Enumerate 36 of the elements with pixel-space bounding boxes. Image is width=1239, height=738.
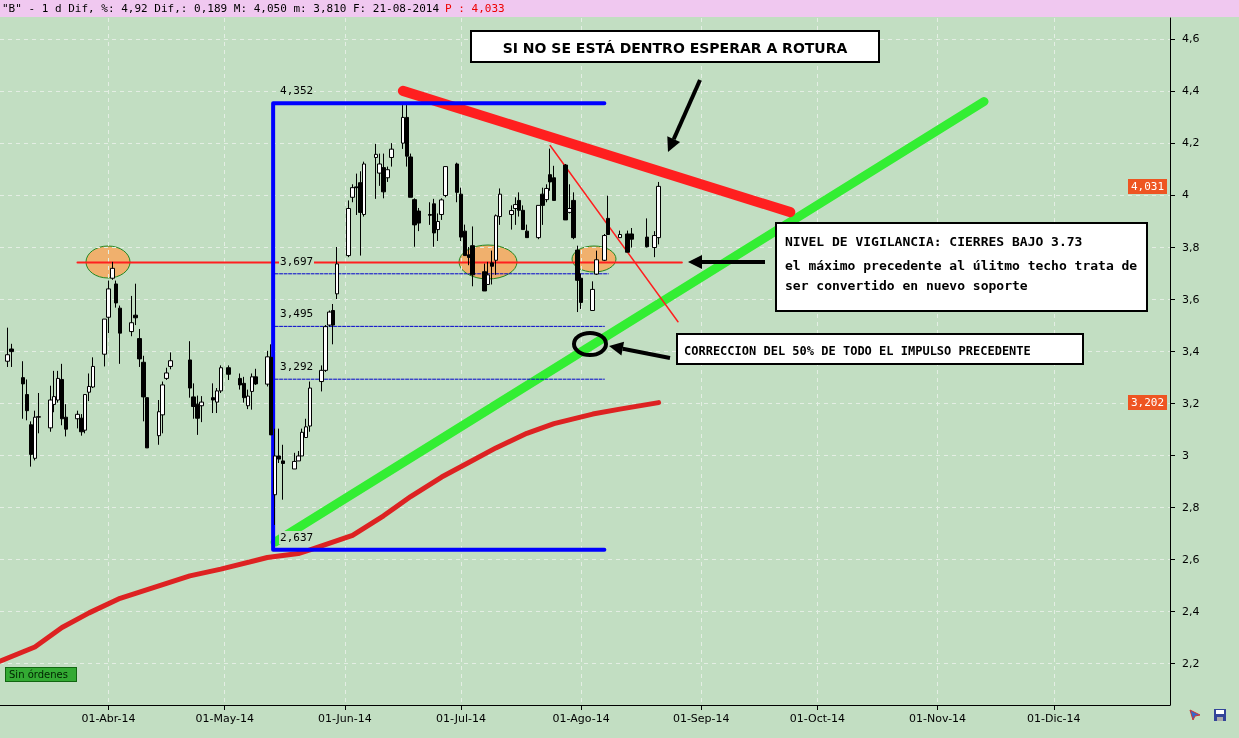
annotation: 3,202 [1128,395,1168,410]
text-box: CORRECCION DEL 50% DE TODO EL IMPULSO PRECEDENTE [676,333,1084,365]
y-tick-label: 3 [1182,448,1189,462]
annotation: 3,495 [279,307,315,321]
x-tick-label: 01-Abr-14 [81,712,136,725]
x-tick-label: 01-Ago-14 [552,712,610,725]
text-box: Sin órdenes [5,667,77,682]
y-tick-label: 3,2 [1182,396,1200,410]
chart-title: "B" - 1 d Dif, %: 4,92 Dif,: 0,189 M: 4,050 m: 3,810 F: 21-08-2014 [2,2,440,15]
y-tick-label: 3,8 [1182,240,1200,254]
x-tick-label: 01-May-14 [195,712,254,725]
annotation: 3,292 [279,360,315,374]
text-box: SI NO SE ESTÁ DENTRO ESPERAR A ROTURA [470,30,880,63]
annotation: 2,637 [279,530,315,544]
y-tick-label: 2,2 [1182,656,1200,670]
y-tick-label: 2,6 [1182,552,1200,566]
y-tick-label: 3,6 [1182,292,1200,306]
x-tick-label: 01-Sep-14 [672,712,730,725]
y-tick-label: 3,4 [1182,344,1200,358]
x-tick-label: 01-Jul-14 [436,712,486,725]
annotation: 3,697 [279,254,315,268]
x-tick-label: 01-Jun-14 [317,712,372,725]
text-box: el máximo precedente al úlitmo techo trata de ser convertido en nuevo soporte [775,254,1148,312]
y-tick-label: 4,2 [1182,136,1200,150]
y-tick-label: 4,6 [1182,32,1200,46]
text-box: NIVEL DE VIGILANCIA: CIERRES BAJO 3.73 [775,222,1148,254]
x-tick-label: 01-Dic-14 [1027,712,1081,725]
x-tick-label: 01-Oct-14 [789,712,846,725]
annotation: 4,031 [1128,179,1168,194]
y-tick-label: 4 [1182,188,1189,202]
x-tick-label: 01-Nov-14 [908,712,967,725]
y-tick-label: 4,4 [1182,84,1200,98]
chart-subtitle: P : 4,033 [445,2,505,15]
y-tick-label: 2,8 [1182,500,1200,514]
y-tick-label: 2,4 [1182,604,1200,618]
annotation: 4,352 [279,84,315,98]
